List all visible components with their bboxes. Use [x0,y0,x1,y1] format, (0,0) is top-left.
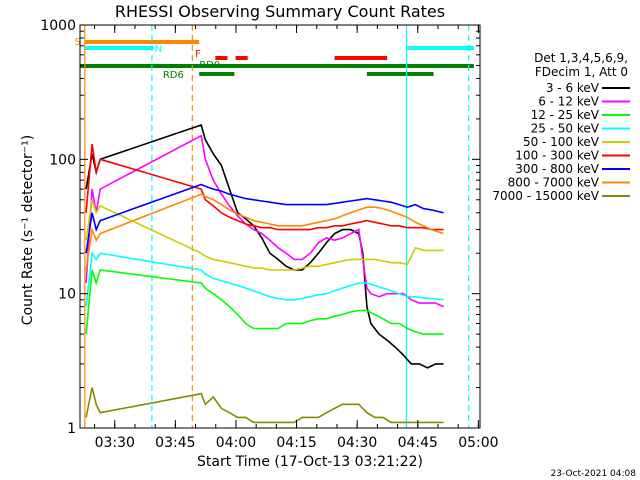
y-axis-label: Count Rate (s⁻¹ detector⁻¹) [20,135,36,325]
series-line-25-50-kev [85,250,444,307]
legend-entry-label: 100 - 300 keV [515,149,599,163]
legend: Det 1,3,4,5,6,9,FDecim 1, Att 0 3 - 6 keV… [492,51,630,203]
series-line-3-6-kev [85,123,444,369]
footer-date: 23-Oct-2021 04:08 [551,469,637,479]
x-tick-label: 04:30 [337,435,377,451]
flag-label-f: F [195,49,201,60]
x-axis-label: Start Time (17-Oct-13 03:21:22) [197,454,423,470]
x-tick-label: 03:30 [95,435,135,451]
y-tick-label: 1000 [40,18,76,34]
series-line-100-300-kev [85,143,444,231]
chart-title: RHESSI Observing Summary Count Rates [115,2,445,21]
flag-label-s: S [74,37,80,48]
x-tick-label: 03:45 [155,435,195,451]
series-line-7000-15000-kev [85,387,444,424]
vertical-markers [84,25,470,428]
legend-entry-label: 25 - 50 keV [531,122,600,136]
series-line-6-12-kev [85,134,444,308]
series-group [85,123,444,424]
legend-entry-label: 3 - 6 keV [546,81,600,95]
legend-entry-label: 50 - 100 keV [523,135,600,149]
x-tick-label: 05:00 [458,435,498,451]
series-line-12-25-kev [85,269,444,335]
flag-label-rd0: RD0 [199,60,220,71]
legend-entry-label: 300 - 800 keV [515,162,599,176]
series-line-50-100-kev [85,199,444,271]
legend-entry-label: 6 - 12 keV [538,95,600,109]
legend-entry-label: 12 - 25 keV [531,108,600,122]
flag-label-rd6: RD6 [163,70,184,81]
series-line-300-800-kev [85,183,444,254]
plot-frame [79,24,481,429]
y-tick-label: 100 [49,152,76,168]
series-line-800-7000-kev [85,193,444,271]
x-tick-label: 04:00 [216,435,256,451]
legend-entry-label: 800 - 7000 keV [508,176,600,190]
legend-header-line: Det 1,3,4,5,6,9, [534,51,628,65]
legend-header-line: FDecim 1, Att 0 [535,65,628,79]
axis-ticks: 03:30 03:45 04:00 04:15 04:30 04:45 05:00 1 10 10… [40,18,498,451]
flag-label-n: N [155,44,162,55]
y-tick-label: 1 [67,421,76,437]
x-tick-label: 04:15 [276,435,316,451]
x-tick-label: 04:45 [398,435,438,451]
y-tick-label: 10 [58,287,76,303]
legend-entry-label: 7000 - 15000 keV [492,189,599,203]
